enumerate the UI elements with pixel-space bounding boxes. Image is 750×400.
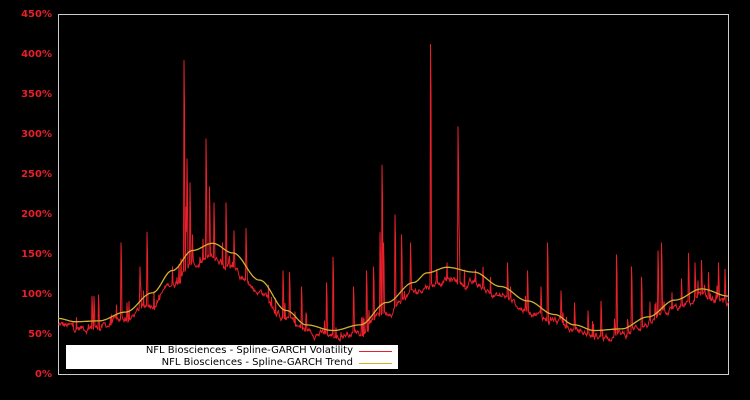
y-tick-label: 350% bbox=[21, 89, 52, 100]
plot-frame bbox=[58, 14, 729, 375]
legend-label: NFL Biosciences - Spline-GARCH Volatilit… bbox=[145, 345, 353, 356]
y-tick-label: 200% bbox=[21, 209, 52, 220]
legend-swatch-line-icon bbox=[359, 362, 392, 364]
y-tick-label: 100% bbox=[21, 289, 52, 300]
y-tick-label: 150% bbox=[21, 249, 52, 260]
y-tick-label: 50% bbox=[28, 329, 52, 340]
legend-label: NFL Biosciences - Spline-GARCH Trend bbox=[161, 357, 353, 368]
volatility-series-line bbox=[58, 44, 729, 343]
legend-item-trend: NFL Biosciences - Spline-GARCH Trend bbox=[162, 357, 392, 369]
trend-series-line bbox=[58, 242, 729, 332]
y-tick-label: 400% bbox=[21, 49, 52, 60]
chart-legend: NFL Biosciences - Spline-GARCH Volatilit… bbox=[66, 345, 398, 369]
y-tick-label: 450% bbox=[21, 9, 52, 20]
legend-item-volatility: NFL Biosciences - Spline-GARCH Volatilit… bbox=[146, 345, 392, 357]
y-tick-label: 250% bbox=[21, 169, 52, 180]
y-tick-label: 0% bbox=[35, 369, 52, 380]
legend-swatch-line-icon bbox=[359, 350, 392, 352]
y-tick-label: 300% bbox=[21, 129, 52, 140]
